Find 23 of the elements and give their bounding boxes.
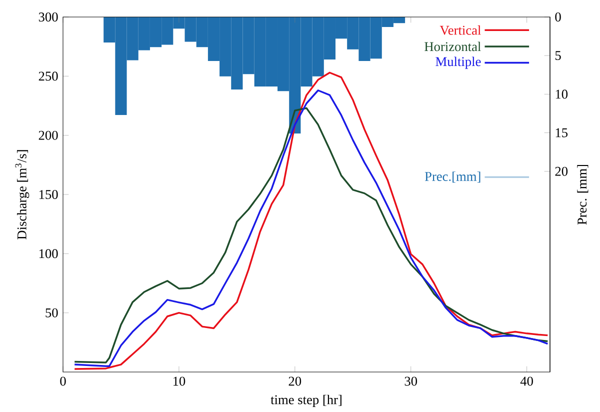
x-tick-label: 30 <box>404 376 418 386</box>
y-axis-title: Discharge [m$^{3}$/s] <box>15 150 30 240</box>
text: Prec.[mm] <box>424 172 480 183</box>
x-tick-label: 10 <box>173 376 186 386</box>
x-axis-title: time step [hr] <box>270 394 342 407</box>
legend-label: Vertical <box>440 25 481 35</box>
y2-tick-label: 15 <box>556 128 568 138</box>
y2-tick-label: 10 <box>556 90 568 99</box>
legend-label: Multiple <box>436 56 481 69</box>
y-tick-label: 100 <box>39 249 58 258</box>
y-tick-label: 250 <box>38 72 58 81</box>
legend-label: Horizontal <box>424 42 481 52</box>
y2-tick-label: 0 <box>555 12 561 22</box>
y-tick-label: 300 <box>38 12 58 22</box>
y-tick-label: 150 <box>39 190 58 199</box>
y-tick-label: 200 <box>38 130 58 140</box>
y2-axis-title: Prec. [mm] <box>577 164 588 225</box>
x-tick-label: 40 <box>520 376 533 386</box>
y2-tick-label: 5 <box>555 51 561 60</box>
y-tick-label: 50 <box>46 308 58 318</box>
x-tick-label: 0 <box>60 376 66 386</box>
x-tick-label: 20 <box>288 376 302 386</box>
y2-tick-label: 20 <box>555 166 568 176</box>
